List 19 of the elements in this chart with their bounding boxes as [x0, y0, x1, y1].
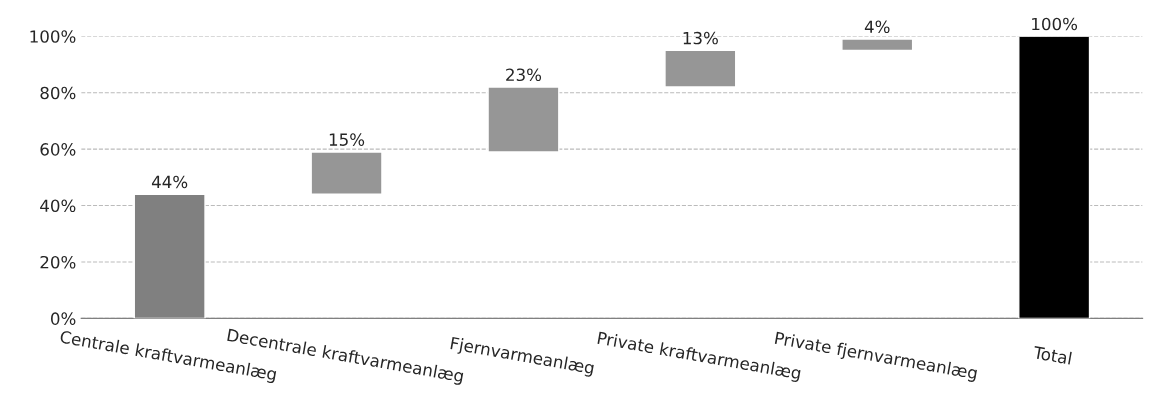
bar [310, 151, 383, 195]
bar [664, 49, 737, 88]
bar [841, 38, 914, 52]
data-label: 15% [329, 133, 365, 146]
bar [133, 193, 206, 319]
y-tick-label: 100% [30, 30, 76, 43]
data-label: 4% [864, 20, 890, 34]
y-tick-label: 80% [40, 86, 76, 100]
data-label: 44% [151, 175, 188, 189]
data-label: 13% [683, 31, 718, 45]
data-label: 100% [1032, 17, 1078, 31]
y-tick-label: 0% [51, 312, 76, 325]
y-tick-label: 60% [40, 143, 76, 156]
x-tick-label: Total [1032, 345, 1072, 365]
y-tick-label: 20% [40, 255, 76, 269]
y-tick-label: 40% [40, 199, 76, 213]
bar [487, 86, 560, 153]
bar [1018, 36, 1091, 319]
data-label: 23% [506, 68, 542, 82]
